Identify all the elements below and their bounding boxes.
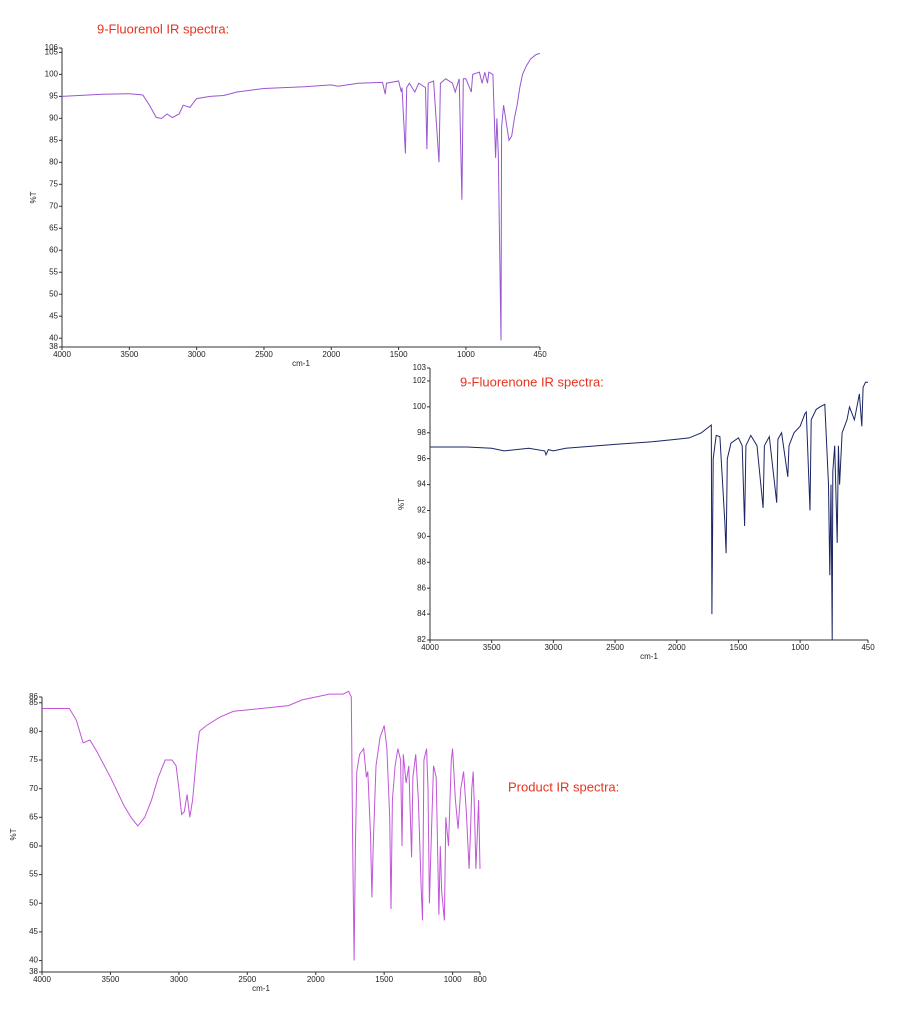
x-tick-label: 450: [533, 350, 547, 359]
x-tick-label: 4000: [421, 643, 439, 652]
x-tick-label: 450: [861, 643, 875, 652]
y-tick-label: 84: [417, 609, 426, 618]
y-tick-label: 38: [49, 342, 58, 351]
y-tick-label: 75: [29, 755, 38, 764]
x-tick-label: 2000: [307, 975, 325, 984]
x-axis-label: cm-1: [640, 652, 658, 661]
y-tick-label: 96: [417, 454, 426, 463]
x-tick-label: 3000: [544, 643, 562, 652]
y-tick-label: 95: [49, 91, 58, 100]
y-tick-label: 85: [49, 135, 58, 144]
y-tick-label: 50: [29, 898, 38, 907]
y-tick-label: 100: [45, 69, 59, 78]
y-tick-label: 85: [29, 698, 38, 707]
y-tick-label: 60: [49, 245, 58, 254]
y-tick-label: 88: [417, 557, 426, 566]
x-tick-label: 3000: [188, 350, 206, 359]
spectrum-line: [430, 381, 868, 641]
y-tick-label: 60: [29, 841, 38, 850]
x-axis-label: cm-1: [292, 359, 310, 368]
x-tick-label: 4000: [53, 350, 71, 359]
x-tick-label: 1500: [390, 350, 408, 359]
spectrum-title: 9-Fluorenone IR spectra:: [460, 374, 604, 389]
y-tick-label: 40: [29, 956, 38, 965]
y-axis-label: %T: [29, 191, 38, 203]
y-tick-label: 65: [49, 223, 58, 232]
spectrum-line: [42, 690, 481, 961]
y-tick-label: 80: [29, 726, 38, 735]
x-tick-label: 1000: [457, 350, 475, 359]
x-tick-label: 800: [473, 975, 487, 984]
spectrum-title: Product IR spectra:: [508, 779, 619, 794]
x-tick-label: 2500: [255, 350, 273, 359]
y-tick-label: 86: [29, 692, 38, 701]
y-tick-label: 70: [29, 784, 38, 793]
x-tick-label: 1500: [375, 975, 393, 984]
y-tick-label: 75: [49, 179, 58, 188]
x-tick-label: 3500: [483, 643, 501, 652]
x-tick-label: 2500: [606, 643, 624, 652]
y-tick-label: 106: [45, 43, 59, 52]
y-tick-label: 103: [413, 363, 427, 372]
y-tick-label: 38: [29, 967, 38, 976]
y-tick-label: 82: [417, 635, 426, 644]
x-axis-label: cm-1: [252, 984, 270, 993]
x-tick-label: 1000: [444, 975, 462, 984]
y-tick-label: 55: [29, 870, 38, 879]
y-tick-label: 98: [417, 428, 426, 437]
x-tick-label: 1500: [730, 643, 748, 652]
y-tick-label: 50: [49, 289, 58, 298]
y-tick-label: 100: [413, 402, 427, 411]
y-tick-label: 40: [49, 333, 58, 342]
x-tick-label: 4000: [33, 975, 51, 984]
y-axis-label: %T: [397, 498, 406, 510]
x-tick-label: 2000: [322, 350, 340, 359]
y-tick-label: 102: [413, 376, 427, 385]
y-tick-label: 94: [417, 480, 426, 489]
y-tick-label: 45: [29, 927, 38, 936]
y-tick-label: 80: [49, 157, 58, 166]
x-tick-label: 3000: [170, 975, 188, 984]
spectrum-line: [61, 52, 541, 341]
y-tick-label: 70: [49, 201, 58, 210]
y-tick-label: 45: [49, 311, 58, 320]
x-tick-label: 2000: [668, 643, 686, 652]
y-axis-label: %T: [9, 828, 18, 840]
spectrum-title: 9-Fluorenol IR spectra:: [97, 21, 229, 36]
y-tick-label: 65: [29, 812, 38, 821]
y-tick-label: 86: [417, 583, 426, 592]
y-tick-label: 90: [49, 113, 58, 122]
y-tick-label: 105: [45, 48, 59, 57]
y-tick-label: 92: [417, 506, 426, 515]
x-tick-label: 3500: [102, 975, 120, 984]
y-tick-label: 90: [417, 531, 426, 540]
x-tick-label: 3500: [120, 350, 138, 359]
x-tick-label: 1000: [791, 643, 809, 652]
y-tick-label: 55: [49, 267, 58, 276]
x-tick-label: 2500: [238, 975, 256, 984]
